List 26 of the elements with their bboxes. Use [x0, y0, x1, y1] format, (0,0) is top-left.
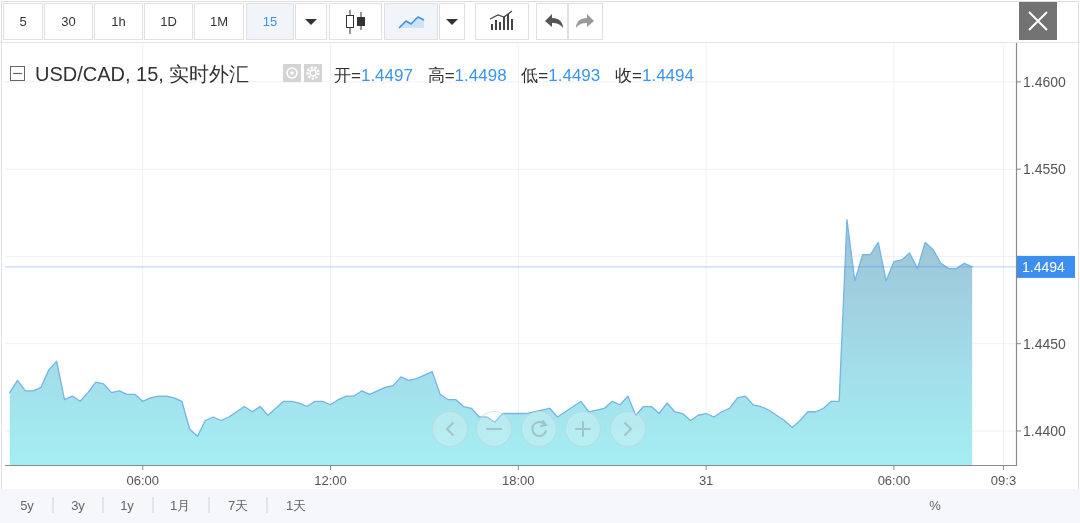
text: 1天 [285, 498, 307, 513]
text: 开=1.4497 高=1.4498 低=1.4493 收=1.4494 [334, 66, 694, 85]
x-tick-label: 06:00 [877, 473, 911, 488]
text: % [929, 498, 942, 513]
text: 1月 [169, 498, 191, 513]
text: 5 [19, 14, 27, 29]
text: 7天 [227, 498, 249, 513]
y-tick-label: 1.4600 [1023, 73, 1067, 90]
text: 3y [71, 498, 86, 513]
x-tick-label: 12:00 [314, 473, 347, 488]
y-tick-label: 1.4450 [1023, 335, 1067, 352]
text: 1y [120, 498, 135, 513]
text: USD/CAD, 15, 实时外汇 [35, 63, 250, 85]
text: 1D [160, 14, 177, 29]
x-tick-label: 18:00 [502, 473, 535, 488]
y-tick-label: 1.4400 [1023, 422, 1067, 439]
x-tick-label: 31 [698, 473, 714, 488]
x-tick-label: 09:3 [990, 473, 1017, 488]
text: 1h [111, 14, 126, 29]
text: 15 [262, 14, 278, 29]
ref-line-label: 1.4494 [1022, 258, 1066, 275]
y-tick-label: 1.4550 [1023, 161, 1067, 178]
text: 5y [20, 498, 35, 513]
x-tick-label: 06:00 [126, 473, 159, 488]
text: 30 [61, 14, 76, 29]
text: 1M [209, 14, 229, 29]
